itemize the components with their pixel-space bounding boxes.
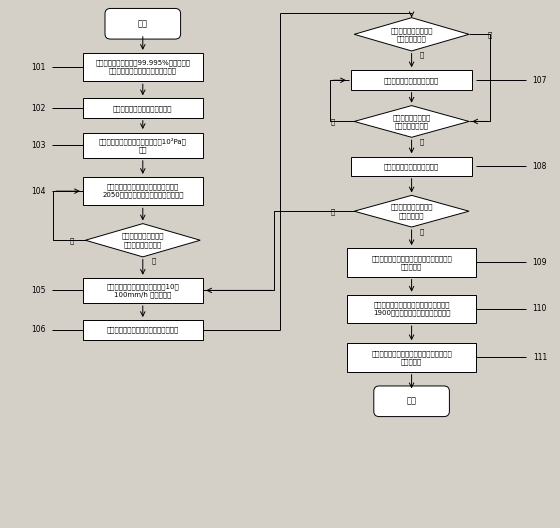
Bar	[352, 156, 472, 176]
Text: 使籽晶杆下降进行引晶，晶体以10～
100mm/h 的速度生长: 使籽晶杆下降进行引晶，晶体以10～ 100mm/h 的速度生长	[106, 283, 179, 298]
Bar	[347, 295, 476, 323]
FancyBboxPatch shape	[105, 8, 180, 39]
Text: 适当减小导气孔内的气体流速: 适当减小导气孔内的气体流速	[384, 77, 439, 83]
Text: 保持熔体膜厚度不变，实现等径生长直至晶
体生长结束: 保持熔体膜厚度不变，实现等径生长直至晶 体生长结束	[371, 255, 452, 270]
Bar	[347, 248, 476, 277]
Text: 将加热功率缓慢降零，等晶体温度接近室温
后取出晶体: 将加热功率缓慢降零，等晶体温度接近室温 后取出晶体	[371, 350, 452, 365]
Bar	[83, 53, 203, 81]
Text: 否: 否	[330, 208, 335, 214]
Text: 将晶体生长热场抽真空，真空度为10²Pa，
左右: 将晶体生长热场抽真空，真空度为10²Pa， 左右	[99, 137, 186, 153]
Bar	[83, 278, 203, 303]
Text: 105: 105	[31, 286, 45, 295]
Text: 103: 103	[31, 140, 45, 150]
Text: 否: 否	[330, 118, 335, 125]
FancyBboxPatch shape	[374, 386, 449, 417]
Bar	[347, 343, 476, 372]
Text: 将坩埚置于热场内的坩埚基座上: 将坩埚置于热场内的坩埚基座上	[113, 105, 172, 111]
Text: 104: 104	[31, 186, 45, 196]
Bar	[352, 70, 472, 90]
Text: 107: 107	[533, 76, 547, 85]
Text: 晶体的直径是否小于
所需晶体的设计值: 晶体的直径是否小于 所需晶体的设计值	[393, 114, 431, 129]
Text: 101: 101	[31, 62, 45, 72]
Text: 110: 110	[533, 304, 547, 314]
Polygon shape	[354, 195, 469, 227]
Text: 晶体的直径是否与模具
尺寸基本一致: 晶体的直径是否与模具 尺寸基本一致	[390, 204, 433, 219]
Bar	[83, 177, 203, 205]
Text: 是: 是	[420, 52, 424, 58]
Text: 晶体的直径是否大于所
需晶体的设计值: 晶体的直径是否大于所 需晶体的设计值	[390, 27, 433, 42]
Text: 否: 否	[69, 237, 74, 243]
Text: 106: 106	[31, 325, 45, 335]
Bar	[83, 133, 203, 158]
Bar	[83, 98, 203, 118]
Text: 生长过程中向热场内的导气孔内通氢气: 生长过程中向热场内的导气孔内通氢气	[106, 327, 179, 333]
Text: 提拉籽晶杆使晶体脱离模具，随后降温至
1900度，保持一段时间进行退火处理: 提拉籽晶杆使晶体脱离模具，随后降温至 1900度，保持一段时间进行退火处理	[373, 301, 450, 316]
Polygon shape	[354, 17, 469, 51]
Text: 是: 是	[420, 138, 424, 145]
Text: 是: 是	[151, 258, 156, 264]
Bar	[83, 320, 203, 340]
Text: 开始: 开始	[138, 19, 148, 29]
Text: 109: 109	[533, 258, 547, 267]
Text: 否: 否	[487, 31, 492, 37]
Text: 是: 是	[420, 228, 424, 234]
Text: 在坩埚中放入纯度大于99.995%的高纯氧化
炉原材料，同时将模具固定在坩埚内: 在坩埚中放入纯度大于99.995%的高纯氧化 炉原材料，同时将模具固定在坩埚内	[95, 60, 190, 74]
Text: 108: 108	[533, 162, 547, 171]
Text: 溶液是否沿模具的毛细
缝隙升至毛细缝顶端: 溶液是否沿模具的毛细 缝隙升至毛细缝顶端	[122, 233, 164, 248]
Text: 结束: 结束	[407, 397, 417, 406]
Text: 通过加热器加热使热场内的温度升温至
2050度左右，高纯度氧化铝原料被熔化: 通过加热器加热使热场内的温度升温至 2050度左右，高纯度氧化铝原料被熔化	[102, 184, 184, 199]
Polygon shape	[86, 224, 200, 257]
Polygon shape	[354, 106, 469, 137]
Text: 111: 111	[533, 353, 547, 362]
Text: 适当增加导气孔内的气体流速: 适当增加导气孔内的气体流速	[384, 163, 439, 169]
Text: 102: 102	[31, 103, 45, 113]
